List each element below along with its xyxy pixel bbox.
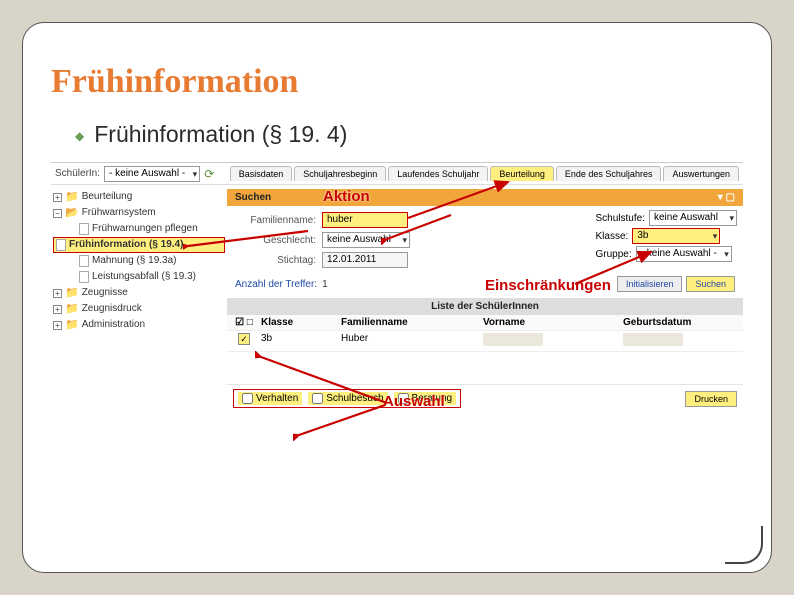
schulstufe-dropdown[interactable]: keine Auswahl [649, 210, 737, 226]
tree-beurteilung[interactable]: +📁Beurteilung [53, 189, 225, 205]
tab-beurteilung[interactable]: Beurteilung [490, 166, 554, 181]
col-vorname: Vorname [483, 317, 623, 328]
gruppe-label: Gruppe: [596, 249, 632, 260]
tree-mahnung[interactable]: Mahnung (§ 19.3a) [53, 253, 225, 269]
chk-schulbesuch[interactable]: Schulbesuch [308, 392, 387, 405]
app-screenshot: SchülerIn: - keine Auswahl - ⟳ Basisdate… [51, 162, 743, 412]
chk-beratung[interactable]: Beratung [394, 392, 457, 405]
result-count: 1 [322, 279, 328, 290]
tree-admin[interactable]: +📁Administration [53, 317, 225, 333]
tab-strip: Basisdaten Schuljahresbeginn Laufendes S… [230, 166, 739, 181]
tab-laufendes[interactable]: Laufendes Schuljahr [388, 166, 488, 181]
schulstufe-label: Schulstufe: [596, 213, 645, 224]
klasse-label: Klasse: [596, 231, 629, 242]
nav-tree: +📁Beurteilung −📂Frühwarnsystem Frühwarnu… [51, 185, 227, 412]
col-klasse: Klasse [261, 317, 341, 328]
cell-familienname: Huber [341, 333, 483, 349]
tab-auswertungen[interactable]: Auswertungen [663, 166, 739, 181]
slide-title: Frühinformation [51, 63, 743, 101]
col-geburtsdatum: Geburtsdatum [623, 317, 743, 328]
student-label: SchülerIn: [55, 168, 100, 179]
tree-leistungsabfall[interactable]: Leistungsabfall (§ 19.3) [53, 269, 225, 285]
doc-icon [79, 255, 89, 267]
result-count-label: Anzahl der Treffer: [235, 279, 317, 290]
cell-geburtsdatum [623, 333, 743, 349]
tree-fruehinfo-19-4[interactable]: Frühinformation (§ 19.4) [53, 237, 225, 253]
doc-icon [79, 271, 89, 283]
chk-verhalten[interactable]: Verhalten [238, 392, 302, 405]
tab-ende[interactable]: Ende des Schuljahres [556, 166, 662, 181]
refresh-icon[interactable]: ⟳ [204, 167, 214, 181]
klasse-dropdown[interactable]: 3b [632, 228, 720, 244]
col-check[interactable]: ☑ □ [227, 317, 261, 328]
folder-icon: 📁 [65, 190, 79, 204]
search-header: Suchen ▾ ▢ [227, 189, 743, 206]
folder-icon: 📂 [65, 206, 79, 220]
cell-vorname [483, 333, 623, 349]
table-row[interactable]: ✓ 3b Huber [227, 331, 743, 352]
folder-icon: 📁 [65, 318, 79, 332]
print-options: Verhalten Schulbesuch Beratung [233, 389, 461, 408]
tree-fruehwarn[interactable]: −📂Frühwarnsystem [53, 205, 225, 221]
gruppe-dropdown[interactable]: - keine Auswahl - [636, 246, 732, 262]
doc-icon [79, 223, 89, 235]
student-dropdown[interactable]: - keine Auswahl - [104, 166, 200, 182]
tab-schuljahresbeginn[interactable]: Schuljahresbeginn [294, 166, 386, 181]
list-header: Liste der SchülerInnen [227, 298, 743, 315]
tree-zeugnisse[interactable]: +📁Zeugnisse [53, 285, 225, 301]
tab-basisdaten[interactable]: Basisdaten [230, 166, 293, 181]
stichtag-label: Stichtag: [227, 255, 322, 266]
search-button[interactable]: Suchen [686, 276, 735, 292]
doc-icon [56, 239, 66, 251]
col-familienname: Familienname [341, 317, 483, 328]
slide-subtitle: Frühinformation (§ 19. 4) [75, 121, 743, 148]
folder-icon: 📁 [65, 302, 79, 316]
familienname-label: Familienname: [227, 215, 322, 226]
collapse-icon[interactable]: ▾ ▢ [718, 192, 735, 203]
main-panel: Suchen ▾ ▢ Familienname: huber Geschlech… [227, 185, 743, 412]
familienname-input[interactable]: huber [322, 212, 408, 228]
folder-icon: 📁 [65, 286, 79, 300]
geschlecht-dropdown[interactable]: keine Auswahl [322, 232, 410, 248]
print-button[interactable]: Drucken [685, 391, 737, 407]
topbar: SchülerIn: - keine Auswahl - ⟳ Basisdate… [51, 163, 743, 185]
tree-zeugnisdruck[interactable]: +📁Zeugnisdruck [53, 301, 225, 317]
geschlecht-label: Geschlecht: [227, 235, 322, 246]
cell-klasse: 3b [261, 333, 341, 349]
row-checkbox[interactable]: ✓ [238, 333, 250, 345]
corner-flourish [725, 526, 763, 564]
stichtag-input[interactable]: 12.01.2011 [322, 252, 408, 268]
init-button[interactable]: Initialisieren [617, 276, 683, 292]
tree-warn-pflegen[interactable]: Frühwarnungen pflegen [53, 221, 225, 237]
student-table: ☑ □ Klasse Familienname Vorname Geburtsd… [227, 315, 743, 352]
